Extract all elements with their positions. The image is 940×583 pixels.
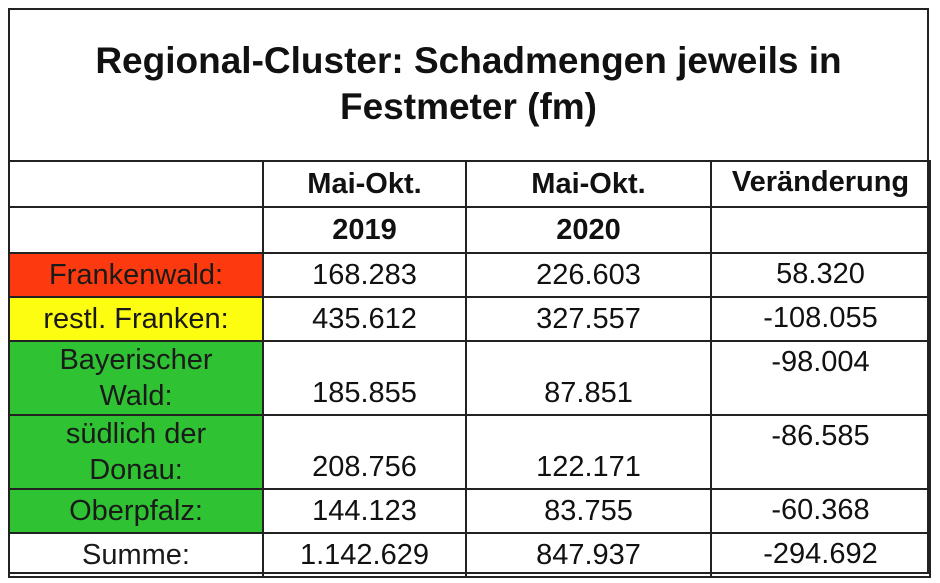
value-2019: 208.756 xyxy=(262,414,467,490)
region-label-2: Donau: xyxy=(89,454,183,486)
total-2020: 847.937 xyxy=(465,532,712,578)
value-change: 58.320 xyxy=(710,252,931,298)
title-line-2: Festmeter (fm) xyxy=(340,86,597,127)
header-change: Veränderung xyxy=(710,160,931,208)
header-2019-year: 2019 xyxy=(262,206,467,254)
value-2019: 185.855 xyxy=(262,340,467,416)
total-row: Summe: 1.142.629 847.937 -294.692 xyxy=(8,532,931,578)
total-change: -294.692 xyxy=(710,532,931,578)
table-row: Bayerischer Wald: 185.855 87.851 -98.004 xyxy=(8,340,931,416)
header-region-top xyxy=(8,160,264,208)
region-label-2: Wald: xyxy=(99,380,173,412)
region-cell: Oberpfalz: xyxy=(8,488,264,534)
chart-title: Regional-Cluster: Schadmengen jeweils in… xyxy=(8,8,929,160)
region-cell: südlich der Donau: xyxy=(8,414,264,490)
data-table: Mai-Okt. Mai-Okt. Veränderung 2019 2020 … xyxy=(8,160,931,578)
value-2019: 435.612 xyxy=(262,296,467,342)
region-cell: Bayerischer Wald: xyxy=(8,340,264,416)
value-change: -86.585 xyxy=(710,414,931,490)
value-2019: 168.283 xyxy=(262,252,467,298)
region-label: Bayerischer xyxy=(59,344,213,376)
value-change: -60.368 xyxy=(710,488,931,534)
region-cell: restl. Franken: xyxy=(8,296,264,342)
region-label: Oberpfalz: xyxy=(69,494,203,527)
value-2020: 327.557 xyxy=(465,296,712,342)
header-region-bottom xyxy=(8,206,264,254)
region-label: restl. Franken: xyxy=(43,302,229,335)
value-2020: 83.755 xyxy=(465,488,712,534)
table-row: südlich der Donau: 208.756 122.171 -86.58… xyxy=(8,414,931,490)
header-row-2: 2019 2020 xyxy=(8,206,931,254)
region-label: südlich der xyxy=(65,418,207,450)
header-row-1: Mai-Okt. Mai-Okt. Veränderung xyxy=(8,160,931,208)
region-cell: Frankenwald: xyxy=(8,252,264,298)
total-2019: 1.142.629 xyxy=(262,532,467,578)
value-2019: 144.123 xyxy=(262,488,467,534)
value-change: -108.055 xyxy=(710,296,931,342)
table-row: Frankenwald: 168.283 226.603 58.320 xyxy=(8,252,931,298)
header-change-bottom xyxy=(710,206,931,254)
total-label: Summe: xyxy=(8,532,264,578)
value-2020: 122.171 xyxy=(465,414,712,490)
value-change: -98.004 xyxy=(710,340,931,416)
value-2020: 226.603 xyxy=(465,252,712,298)
header-2020-year: 2020 xyxy=(465,206,712,254)
header-2019-top: Mai-Okt. xyxy=(262,160,467,208)
region-label: Frankenwald: xyxy=(48,258,224,291)
title-line-1: Regional-Cluster: Schadmengen jeweils in xyxy=(95,40,842,81)
table-row: restl. Franken: 435.612 327.557 -108.055 xyxy=(8,296,931,342)
value-2020: 87.851 xyxy=(465,340,712,416)
table-row: Oberpfalz: 144.123 83.755 -60.368 xyxy=(8,488,931,534)
header-2020-top: Mai-Okt. xyxy=(465,160,712,208)
